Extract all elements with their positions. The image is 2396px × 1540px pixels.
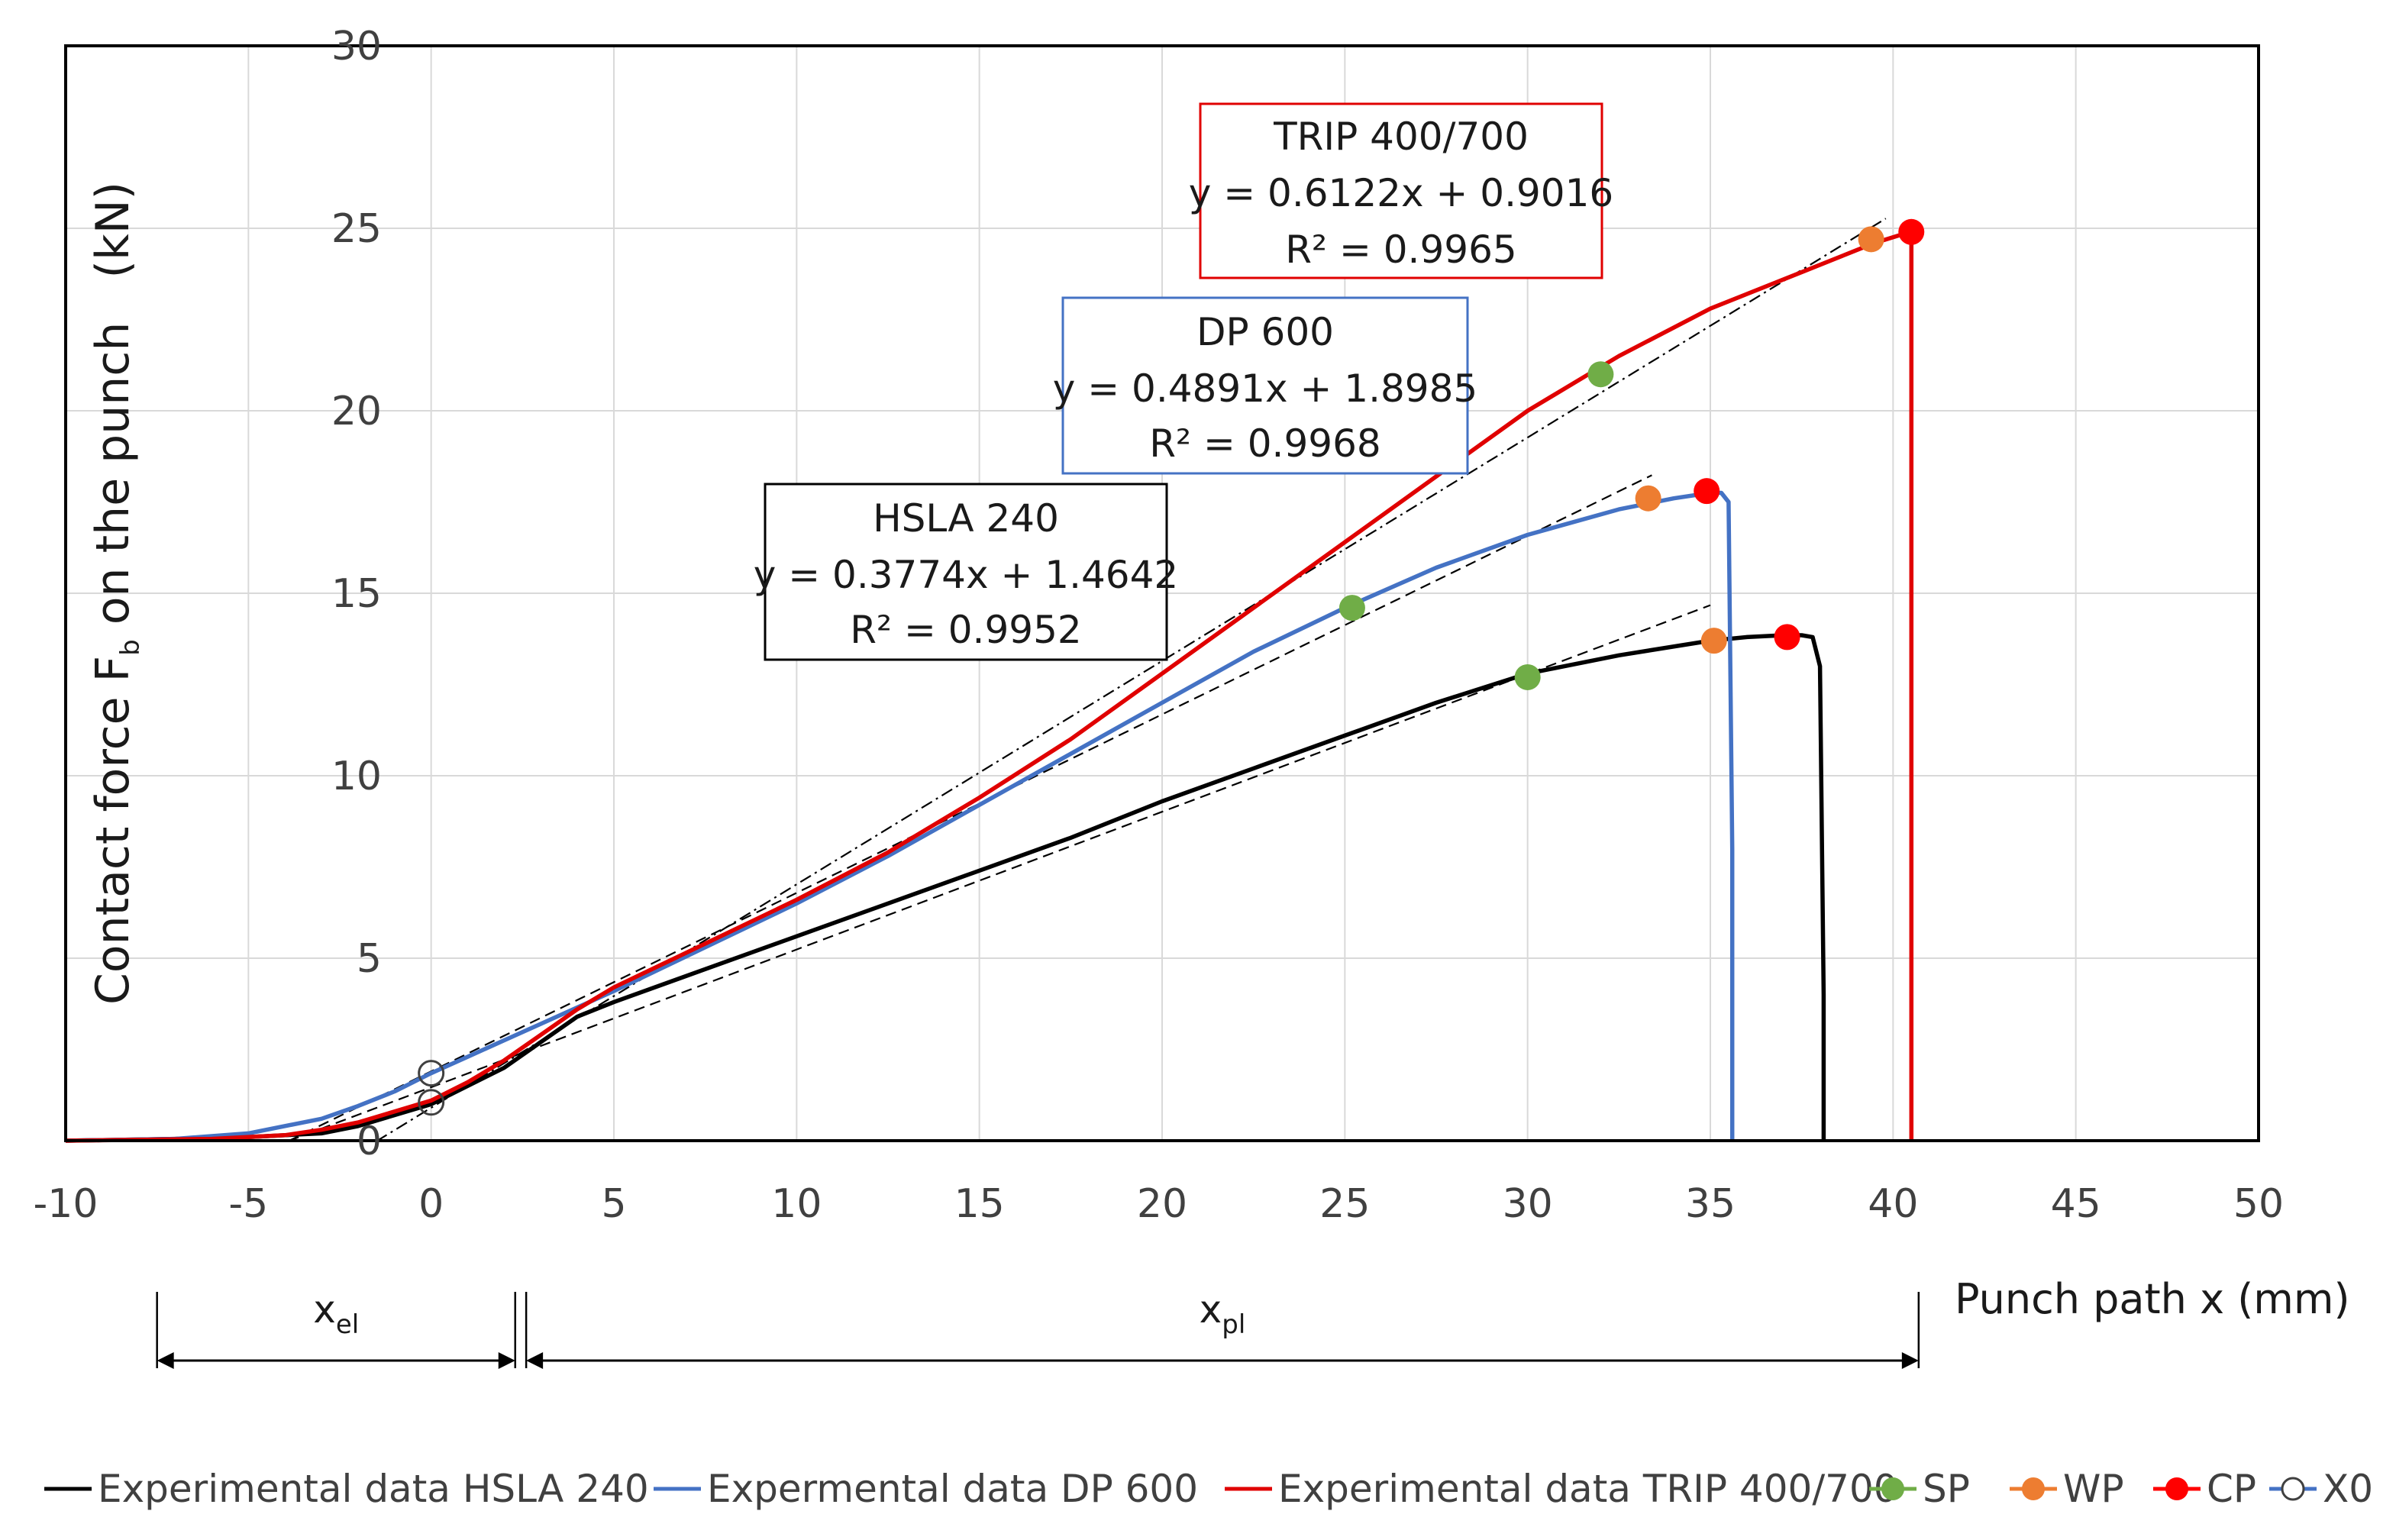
- annotation-dp-r2: R² = 0.9968: [1149, 421, 1380, 466]
- marker-sp: [1338, 595, 1365, 621]
- annotation-hsla-r2: R² = 0.9952: [850, 608, 1081, 652]
- plot-frame: [64, 44, 2260, 1142]
- x-tick-label: 25: [1319, 1181, 1370, 1227]
- trendline: [376, 218, 1887, 1142]
- annotation-dp-title: DP 600: [1196, 310, 1334, 354]
- legend-item: X0: [2269, 1467, 2373, 1511]
- legend-label: Expermental data DP 600: [707, 1467, 1198, 1511]
- y-tick-label: 20: [331, 389, 382, 434]
- legend-item: Experimental data TRIP 400/700: [1225, 1467, 1898, 1511]
- legend-item: SP: [1869, 1467, 1970, 1511]
- marker-x0: [418, 1060, 445, 1087]
- annotation-trip-title: TRIP 400/700: [1273, 115, 1529, 159]
- x-tick-label: -5: [228, 1181, 268, 1227]
- annotation-trip: TRIP 400/700 y = 0.6122x + 0.9016 R² = 0…: [1189, 102, 1613, 279]
- legend-label: SP: [1923, 1467, 1970, 1511]
- annotation-hsla-title: HSLA 240: [873, 496, 1059, 541]
- x-tick-label: 40: [1868, 1181, 1918, 1227]
- legend-item: Experimental data HSLA 240: [44, 1467, 649, 1511]
- legend-swatch-marker: [2281, 1477, 2305, 1501]
- legend-item: WP: [2010, 1467, 2124, 1511]
- legend-label: X0: [2323, 1467, 2373, 1511]
- y-tick-label: 0: [357, 1119, 382, 1164]
- tick-labels: -10 -5 0 5 10 15 20 25 30 35 40 45 50 0 5 10 15 20 25 30: [34, 24, 2285, 1227]
- marker-cp: [1694, 478, 1720, 505]
- y-tick-label: 15: [331, 571, 382, 617]
- legend-label: Experimental data TRIP 400/700: [1278, 1467, 1898, 1511]
- annotation-hsla: HSLA 240 y = 0.3774x + 1.4642 R² = 0.995…: [754, 483, 1178, 661]
- x-tick-label: 0: [418, 1181, 444, 1227]
- marker-x0: [418, 1089, 445, 1116]
- annotation-trip-equation: y = 0.6122x + 0.9016: [1189, 171, 1613, 215]
- marker-wp: [1700, 628, 1727, 654]
- x-tick-label: 20: [1137, 1181, 1187, 1227]
- annotation-dp-equation: y = 0.4891x + 1.8985: [1053, 366, 1477, 411]
- arrowhead-left: [157, 1352, 174, 1369]
- legend-item: CP: [2153, 1467, 2256, 1511]
- x-tick-label: 45: [2051, 1181, 2101, 1227]
- x-tick-label: 5: [601, 1181, 626, 1227]
- marker-wp: [1858, 226, 1884, 253]
- legend-swatch-marker: [2165, 1477, 2188, 1500]
- legend: Experimental data HSLA 240 Expermental da…: [44, 1467, 2373, 1511]
- x-tick-label: 50: [2233, 1181, 2284, 1227]
- legend-label: Experimental data HSLA 240: [98, 1467, 649, 1511]
- marker-cp: [1898, 218, 1925, 245]
- x-tick-label: 35: [1685, 1181, 1736, 1227]
- legend-swatch-marker: [1881, 1477, 1904, 1500]
- annotation-dp: DP 600 y = 0.4891x + 1.8985 R² = 0.9968: [1053, 296, 1477, 475]
- arrowhead-left: [526, 1352, 544, 1369]
- y-tick-label: 10: [331, 754, 382, 799]
- series-line: [65, 490, 1735, 1143]
- dimension-annotations: xel xpl: [156, 1287, 1920, 1369]
- annotation-trip-r2: R² = 0.9965: [1285, 228, 1516, 272]
- y-tick-label: 25: [331, 206, 382, 252]
- marker-cp: [1774, 624, 1800, 651]
- series-line: [65, 231, 1914, 1143]
- legend-label: WP: [2063, 1467, 2124, 1511]
- y-tick-label: 5: [357, 936, 382, 982]
- arrowhead-right: [498, 1352, 515, 1369]
- marker-sp: [1514, 663, 1541, 690]
- legend-item: Expermental data DP 600: [654, 1467, 1198, 1511]
- legend-label: CP: [2207, 1467, 2256, 1511]
- x-tick-label: -10: [34, 1181, 98, 1227]
- marker-sp: [1587, 361, 1614, 388]
- arrowhead-right: [1901, 1352, 1919, 1369]
- annotation-hsla-equation: y = 0.3774x + 1.4642: [754, 553, 1178, 597]
- markers: [418, 218, 1925, 1116]
- legend-swatch-marker: [2022, 1477, 2045, 1500]
- x-tick-label: 30: [1503, 1181, 1553, 1227]
- dimension-label-el: xel: [313, 1287, 359, 1340]
- y-axis-title: Contact force Fb on the punch (kN): [86, 182, 146, 1005]
- x-tick-label: 10: [771, 1181, 822, 1227]
- marker-wp: [1635, 485, 1661, 512]
- x-axis-title: Punch path x (mm): [1955, 1275, 2350, 1323]
- x-tick-label: 15: [954, 1181, 1005, 1227]
- y-tick-label: 30: [331, 24, 382, 69]
- dimension-label-pl: xpl: [1200, 1287, 1246, 1340]
